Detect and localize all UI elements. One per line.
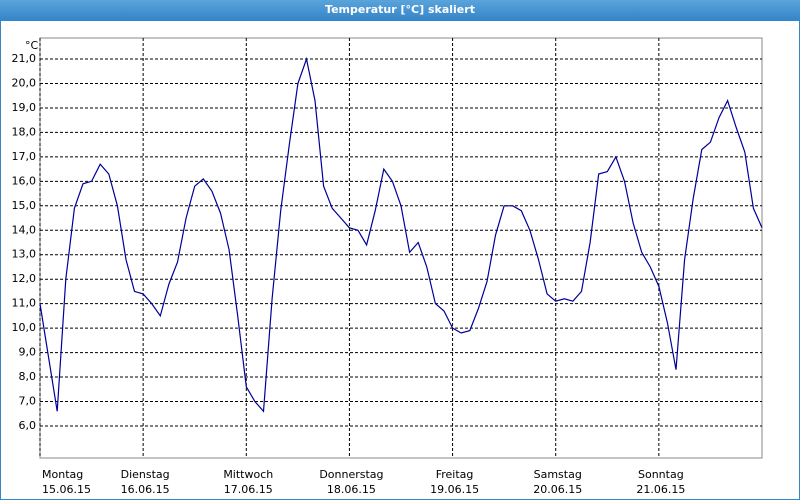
line-series [39,56,763,413]
x-tick-label: Mittwoch [223,468,273,481]
x-tick-label: Montag [42,468,83,481]
x-tick-label: Samstag [534,468,582,481]
y-tick-label: 15,0 [12,199,37,212]
x-tick-date: 20.06.15 [533,483,582,496]
y-tick-label: 14,0 [12,223,37,236]
y-tick-label: 7,0 [19,394,37,407]
y-tick-label: 17,0 [12,150,37,163]
y-tick-label: 16,0 [12,174,37,187]
x-tick-label: Freitag [436,468,474,481]
x-tick-date: 18.06.15 [327,483,376,496]
y-tick-label: 12,0 [12,272,37,285]
chart-title: Temperatur [°C] skaliert [325,3,475,16]
title-bar [0,0,800,20]
window-frame [0,20,800,500]
x-tick-date: 16.06.15 [121,483,170,496]
y-tick-label: 9,0 [19,346,37,359]
y-tick-label: 13,0 [12,248,37,261]
x-tick-date: 19.06.15 [430,483,479,496]
x-tick-label: Sonntag [638,468,684,481]
y-tick-label: 18,0 [12,125,37,138]
x-tick-date: 21.06.15 [636,483,685,496]
y-tick-label: 8,0 [19,370,37,383]
y-tick-label: 20,0 [12,76,37,89]
x-tick-label: Donnerstag [319,468,383,481]
x-tick-date: 15.06.15 [42,483,91,496]
y-tick-label: 19,0 [12,101,37,114]
y-unit: °C [25,39,39,52]
y-tick-label: 11,0 [12,297,37,310]
y-tick-label: 21,0 [12,52,37,65]
x-tick-date: 17.06.15 [224,483,273,496]
y-tick-label: 6,0 [19,419,37,432]
x-tick-label: Dienstag [121,468,170,481]
y-tick-label: 10,0 [12,321,37,334]
plot-frame [39,37,763,459]
